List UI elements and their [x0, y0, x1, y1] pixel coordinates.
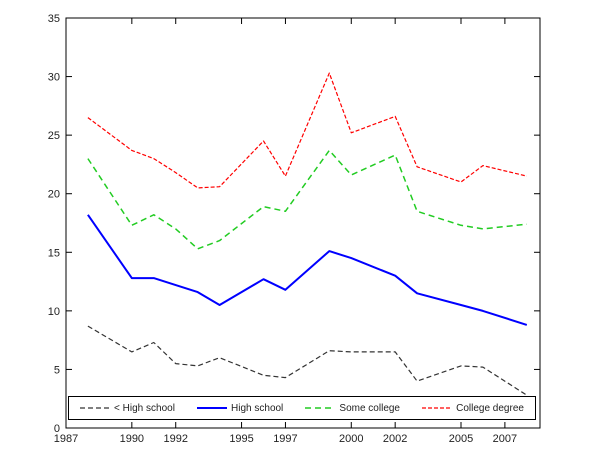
x-tick-label: 1987	[54, 433, 78, 445]
y-tick-label: 20	[48, 189, 60, 201]
x-tick-label: 1997	[273, 433, 297, 445]
series-line-some-college	[87, 149, 527, 250]
legend-label: < High school	[114, 402, 175, 414]
legend-item-some-college: Some college	[305, 403, 400, 414]
legend-line-sample-high-school	[197, 407, 228, 409]
legend-item-college-degree: College degree	[422, 403, 524, 414]
legend-line-sample-some-college	[305, 407, 336, 409]
x-tick-label: 2002	[383, 433, 407, 445]
legend-line-sample-high-school	[80, 407, 111, 409]
y-tick-label: 0	[54, 423, 60, 435]
series-line-high-school	[87, 325, 528, 396]
y-tick-label: 15	[48, 247, 60, 259]
y-tick-label: 5	[54, 364, 60, 376]
legend-label: Some college	[339, 402, 400, 414]
x-tick-label: 1995	[229, 433, 253, 445]
series-line-high-school	[87, 214, 528, 326]
chart-legend: < High school High school Some college Coll…	[68, 396, 536, 420]
legend-label: College degree	[456, 402, 524, 414]
legend-line-sample-college-degree	[422, 407, 453, 409]
x-tick-label: 2000	[339, 433, 363, 445]
axes: 1987 1990 1992 1995 1997 2000 2002 2005 2007 0 5 10…	[48, 13, 540, 445]
x-tick-label: 1990	[120, 433, 144, 445]
legend-item-high-school: < High school	[80, 403, 175, 414]
legend-label: High school	[231, 402, 284, 414]
legend-item-high-school: High school	[197, 403, 283, 414]
x-tick-label: 2005	[449, 433, 473, 445]
plot-area	[65, 17, 541, 429]
y-tick-label: 35	[48, 13, 60, 25]
y-tick-label: 25	[48, 130, 60, 142]
y-tick-label: 30	[48, 72, 60, 84]
series-line-college-degree	[87, 72, 527, 189]
x-tick-label: 2007	[493, 433, 517, 445]
x-tick-label: 1992	[163, 433, 187, 445]
y-tick-label: 10	[48, 306, 60, 318]
